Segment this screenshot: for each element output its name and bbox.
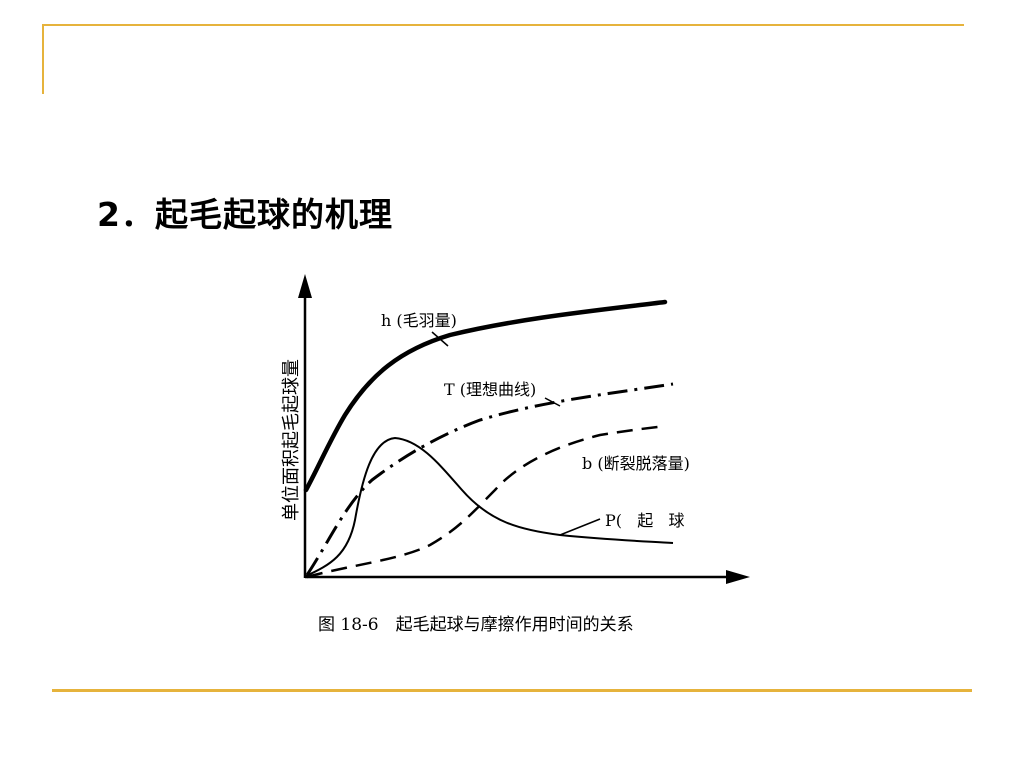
- y-axis-arrow: [298, 274, 312, 298]
- label-b: b (断裂脱落量): [582, 454, 690, 473]
- label-T: T (理想曲线): [444, 380, 536, 399]
- slide-title: 2．起毛起球的机理: [97, 195, 393, 234]
- label-P: P( 起 球: [605, 511, 685, 530]
- figure-caption: 图 18-6 起毛起球与摩擦作用时间的关系: [318, 615, 634, 635]
- curve-b: [306, 424, 666, 579]
- left-accent-line: [42, 24, 44, 94]
- x-axis-arrow: [726, 570, 750, 584]
- label-h: h (毛羽量): [381, 311, 457, 330]
- leader-P: [559, 518, 601, 536]
- curve-P: [305, 436, 674, 577]
- leader-h: [431, 331, 449, 347]
- bottom-accent-line: [52, 689, 972, 692]
- leader-T: [544, 397, 561, 407]
- curve-T: [305, 382, 674, 576]
- top-accent-line: [43, 24, 964, 26]
- y-axis-label: 单位面积起毛起球量: [281, 359, 302, 521]
- curve-h: [303, 299, 668, 493]
